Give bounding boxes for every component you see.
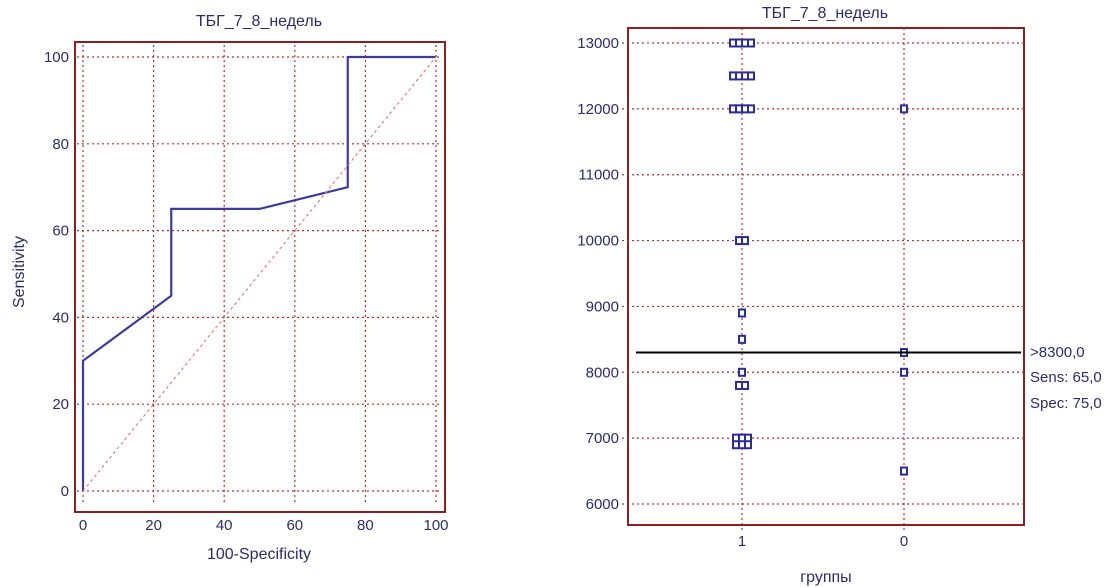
roc-y-tick-label: 80 <box>52 136 69 153</box>
dot-plot-x-axis-label: группы <box>800 569 851 586</box>
data-point-marker <box>741 380 749 390</box>
dot-plot-y-tick-label: 9000 <box>586 298 619 315</box>
roc-series <box>81 55 437 492</box>
data-point-marker <box>747 104 755 114</box>
roc-y-tick-label: 0 <box>61 483 69 500</box>
data-point-marker <box>738 308 746 318</box>
roc-grid <box>77 45 442 503</box>
roc-chart: ТБГ_7_8_недель 0 20 40 60 80 100020406080100 … <box>11 13 449 563</box>
dot-plot-y-tick-label: 13000 <box>577 35 619 52</box>
dot-plot-y-tick-label: 8000 <box>586 364 619 381</box>
dot-plot-frame <box>627 27 1025 526</box>
dot-plot-chart: ТБГ_7_8_недель 6000 7000 8000 9000 10000 1100… <box>577 5 1101 586</box>
roc-x-axis-label: 100-Specificity <box>207 546 311 563</box>
data-point-marker <box>747 71 755 81</box>
dot-plot-y-tick-label: 11000 <box>578 167 619 184</box>
roc-y-axis-label: Sensitivity <box>11 236 28 308</box>
roc-y-tick-label: 20 <box>52 396 69 413</box>
roc-ticks: 0 20 40 60 80 100 0 20 40 60 80 100 <box>44 49 449 534</box>
roc-x-tick-label: 60 <box>286 517 303 534</box>
roc-frame <box>74 41 446 513</box>
roc-x-tick-label: 0 <box>79 517 87 534</box>
dot-plot-y-tick-label: 12000 <box>577 101 619 118</box>
roc-title: ТБГ_7_8_недель <box>196 13 322 30</box>
dot-plot-y-tick-label: 6000 <box>586 496 619 513</box>
dot-plot-title: ТБГ_7_8_недель <box>762 5 888 22</box>
roc-x-tick-label: 40 <box>216 517 233 534</box>
data-point-marker <box>747 38 755 48</box>
data-point-marker <box>900 367 908 377</box>
dot-plot-ticks: 6000 7000 8000 9000 10000 11000 12000 13000 1 0 <box>577 35 908 550</box>
data-point-marker <box>738 334 746 344</box>
data-point-marker <box>900 466 908 476</box>
data-point-marker <box>741 236 749 246</box>
dot-plot-y-tick-label: 7000 <box>586 430 619 447</box>
dot-plot-x-tick-label: 0 <box>900 533 908 550</box>
data-point-marker <box>744 440 752 450</box>
sensitivity-label: Sens: 65,0 <box>1030 369 1102 386</box>
roc-y-tick-label: 40 <box>52 309 69 326</box>
roc-y-tick-label: 60 <box>52 223 69 240</box>
specificity-label: Spec: 75,0 <box>1030 395 1102 412</box>
roc-x-tick-label: 20 <box>145 517 162 534</box>
roc-y-tick-label: 100 <box>44 49 69 66</box>
roc-curve <box>81 55 436 491</box>
roc-x-tick-label: 80 <box>357 517 374 534</box>
threshold-value-label: >8300,0 <box>1030 344 1085 361</box>
dot-plot-points <box>729 38 908 476</box>
dot-plot-x-tick-label: 1 <box>738 533 746 550</box>
roc-x-tick-label: 100 <box>423 517 448 534</box>
dot-plot-y-tick-label: 10000 <box>577 233 619 250</box>
data-point-marker <box>900 104 908 114</box>
data-point-marker <box>738 367 746 377</box>
